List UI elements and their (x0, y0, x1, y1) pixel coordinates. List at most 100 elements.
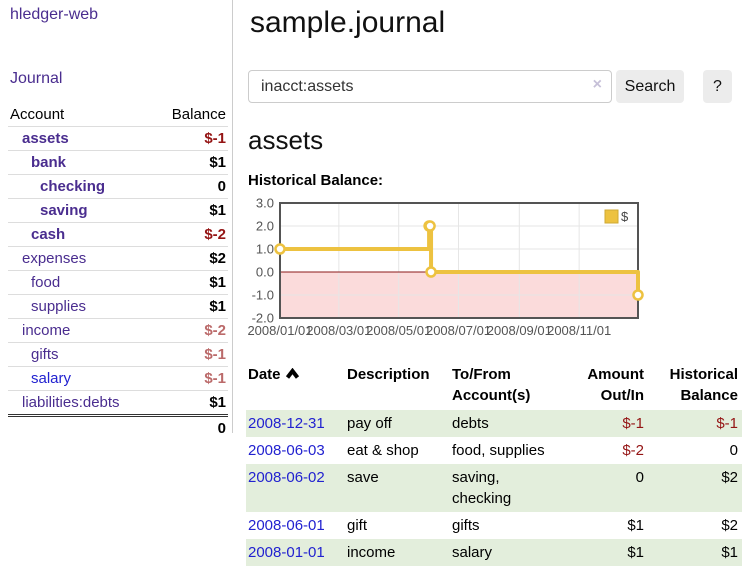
transaction-balance-cell: $-1 (716, 415, 738, 432)
register-table: Date Description To/From Account(s) Amou… (246, 362, 742, 566)
account-balance: $1 (153, 294, 228, 319)
chart-marker (632, 289, 644, 301)
account-link-saving[interactable]: saving (40, 202, 88, 219)
account-link-cash[interactable]: cash (31, 226, 66, 243)
account-row: income $-2 (8, 318, 228, 343)
plot-border (279, 202, 639, 319)
chart-marker (424, 220, 436, 232)
accounts-column-header: To/From Account(s) (452, 366, 531, 404)
transaction-date-link[interactable]: 2008-01-01 (248, 544, 325, 561)
account-balance: $-1 (153, 342, 228, 367)
transaction-date-link[interactable]: 2008-12-31 (248, 415, 325, 432)
account-balance: $-2 (153, 222, 228, 247)
sidebar-item-journal[interactable]: Journal (10, 70, 63, 87)
account-link-food[interactable]: food (31, 274, 61, 291)
transaction-balance-cell: $2 (721, 517, 738, 534)
transaction-row: 2008-06-03 eat & shop food, supplies $-2 0 (246, 437, 742, 464)
transaction-row: 2008-12-31 pay off debts $-1 $-1 (246, 410, 742, 437)
account-link-bank[interactable]: bank (31, 154, 67, 171)
description-column-header: Description (347, 366, 430, 383)
transaction-row: 2008-06-01 gift gifts $1 $2 (246, 512, 742, 539)
account-row: expenses $2 (8, 246, 228, 271)
register-account-heading: assets (248, 125, 324, 155)
page-title: sample.journal (250, 6, 446, 39)
search-button[interactable]: Search (616, 70, 684, 103)
transaction-row: 2008-01-01 income salary $1 $1 (246, 539, 742, 566)
legend-label: $ (621, 209, 629, 224)
account-row: checking 0 (8, 174, 228, 199)
account-balance: $1 (153, 150, 228, 175)
date-column-header[interactable]: Date (246, 362, 345, 410)
account-row: food $1 (8, 270, 228, 295)
x-tick-label: 2008/11/01 (547, 323, 611, 338)
transaction-balance-cell: 0 (729, 442, 738, 459)
sidebar: hledger-web Journal Account Balance asse… (0, 0, 233, 440)
transaction-description-cell: eat & shop (347, 442, 419, 459)
account-link-assets[interactable]: assets (22, 130, 69, 147)
account-row: salary $-1 (8, 366, 228, 391)
account-row: gifts $-1 (8, 342, 228, 367)
x-tick-label: 2008/09/01 (487, 323, 552, 338)
accounts-total-row: 0 (8, 414, 228, 440)
transaction-date-cell: 2008-06-01 (246, 512, 345, 539)
accounts-total-value: 0 (153, 414, 228, 440)
chart-title: Historical Balance: (248, 172, 384, 189)
transaction-accounts-cell: food, supplies (452, 442, 545, 459)
account-link-gifts[interactable]: gifts (31, 346, 59, 363)
transaction-date-link[interactable]: 2008-06-02 (248, 469, 325, 486)
account-link-checking[interactable]: checking (40, 178, 106, 195)
transaction-amount-cell: $1 (627, 517, 644, 534)
transaction-date-cell: 2008-12-31 (246, 410, 345, 437)
sort-ascending-icon (285, 364, 300, 385)
transaction-description-cell: save (347, 469, 379, 486)
clear-search-icon[interactable]: × (592, 76, 602, 93)
transaction-amount-cell: $-1 (622, 415, 644, 432)
accounts-column-header: Account (8, 103, 154, 127)
account-link-liabilities-debts[interactable]: liabilities:debts (22, 394, 120, 411)
legend-swatch (604, 209, 619, 224)
x-tick-label: 2008/03/01 (306, 323, 371, 338)
transaction-amount-cell: 0 (635, 469, 644, 486)
transaction-date-cell: 2008-06-03 (246, 437, 345, 464)
account-row: saving $1 (8, 198, 228, 223)
account-row: supplies $1 (8, 294, 228, 319)
x-tick-label: 2008/07/01 (426, 323, 491, 338)
transaction-balance-cell: $2 (721, 469, 738, 486)
x-tick-label: 2008/05/01 (366, 323, 431, 338)
search-input[interactable] (248, 70, 612, 103)
account-link-supplies[interactable]: supplies (31, 298, 87, 315)
transaction-row: 2008-06-02 save saving, checking 0 $2 (246, 464, 742, 512)
y-tick-label: -1.0 (252, 288, 274, 303)
account-link-salary[interactable]: salary (31, 370, 72, 387)
transaction-date-cell: 2008-06-02 (246, 464, 345, 512)
transaction-date-cell: 2008-01-01 (246, 539, 345, 566)
accounts-balance-table: Account Balance assets $-1 bank $1 checking 0… (8, 103, 228, 440)
transaction-description-cell: pay off (347, 415, 392, 432)
account-row: bank $1 (8, 150, 228, 175)
y-tick-label: 2.0 (256, 219, 274, 234)
account-balance: $1 (153, 198, 228, 223)
account-row: liabilities:debts $1 (8, 390, 228, 416)
account-link-income[interactable]: income (22, 322, 71, 339)
transaction-amount-cell: $1 (627, 544, 644, 561)
account-balance: $2 (153, 246, 228, 271)
search-bar: × (248, 70, 612, 103)
account-link-expenses[interactable]: expenses (22, 250, 87, 267)
transaction-accounts-cell: gifts (452, 517, 480, 534)
transaction-description-cell: income (347, 544, 396, 561)
transaction-date-link[interactable]: 2008-06-03 (248, 442, 325, 459)
y-tick-label: 0.0 (256, 265, 274, 280)
transaction-amount-cell: $-2 (622, 442, 644, 459)
account-balance: $-1 (153, 366, 228, 391)
y-tick-label: -2.0 (252, 311, 274, 326)
chart-marker (274, 243, 286, 255)
chart-marker (425, 266, 437, 278)
account-balance: $1 (153, 390, 228, 416)
account-balance: 0 (153, 174, 228, 199)
x-tick-label: 2008/01/01 (247, 323, 312, 338)
historical-balance-chart: $3.0 2.0 1.0 0.0 -1.0 -2.0 2008/01/01 2008/03/0… (246, 196, 742, 348)
app-title-link[interactable]: hledger-web (10, 6, 99, 23)
help-button[interactable]: ? (703, 70, 732, 103)
transaction-date-link[interactable]: 2008-06-01 (248, 517, 325, 534)
account-row: assets $-1 (8, 127, 228, 151)
